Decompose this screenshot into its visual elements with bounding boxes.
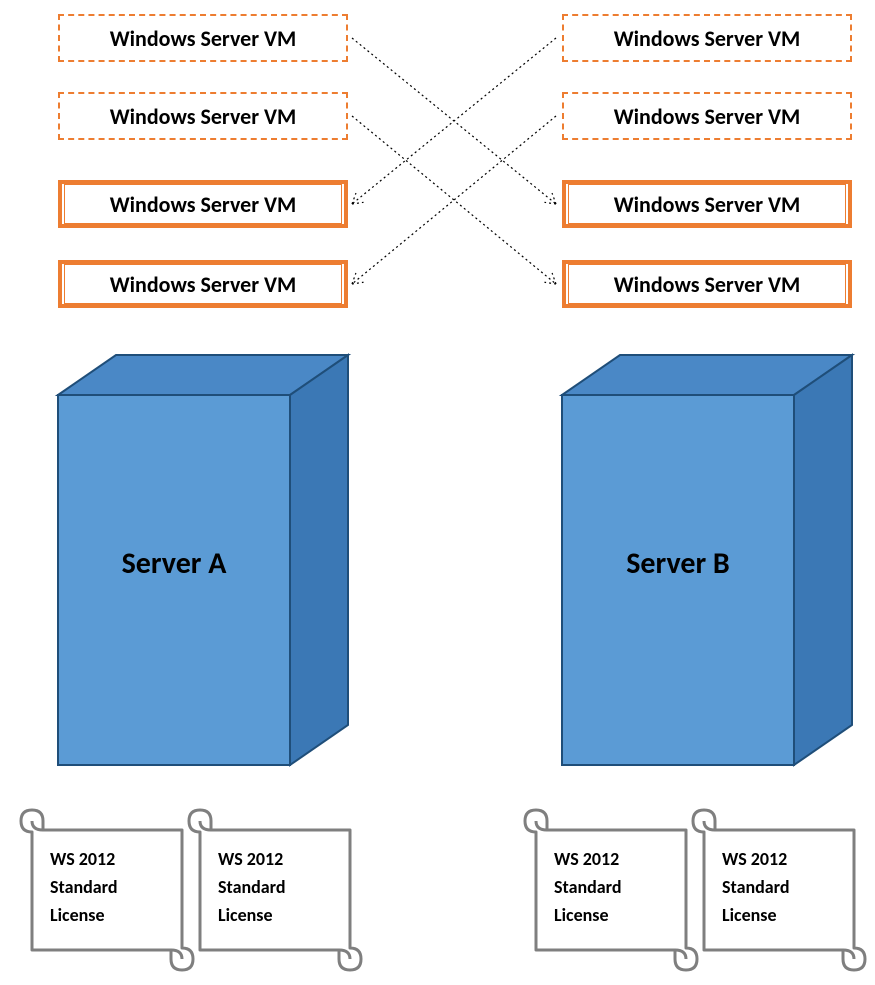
license-line: License <box>722 902 790 930</box>
license-line: Standard <box>554 874 622 902</box>
vm-box: Windows Server VM <box>562 14 852 62</box>
vm-box: Windows Server VM <box>58 14 348 62</box>
diagram-svg <box>0 0 875 985</box>
license-line: License <box>554 902 622 930</box>
license-line: WS 2012 <box>554 846 622 874</box>
license-line: Standard <box>722 874 790 902</box>
license-label: WS 2012StandardLicense <box>50 846 118 930</box>
vm-box: Windows Server VM <box>58 92 348 140</box>
vm-box: Windows Server VM <box>562 180 852 228</box>
vm-label: Windows Server VM <box>614 25 801 52</box>
vm-label: Windows Server VM <box>110 191 297 218</box>
vm-box-inner: Windows Server VM <box>64 264 342 304</box>
vm-box: Windows Server VM <box>58 260 348 308</box>
vm-label: Windows Server VM <box>110 103 297 130</box>
license-line: License <box>218 902 286 930</box>
license-line: Standard <box>50 874 118 902</box>
vm-box-inner: Windows Server VM <box>568 264 846 304</box>
vm-label: Windows Server VM <box>614 271 801 298</box>
vm-label: Windows Server VM <box>614 103 801 130</box>
vm-label: Windows Server VM <box>614 191 801 218</box>
vm-label: Windows Server VM <box>110 271 297 298</box>
license-label: WS 2012StandardLicense <box>722 846 790 930</box>
vm-label: Windows Server VM <box>110 25 297 52</box>
server-label: Server B <box>562 545 794 582</box>
license-line: License <box>50 902 118 930</box>
vm-box: Windows Server VM <box>58 180 348 228</box>
vm-box-inner: Windows Server VM <box>568 184 846 224</box>
license-label: WS 2012StandardLicense <box>554 846 622 930</box>
vm-box: Windows Server VM <box>562 92 852 140</box>
license-line: WS 2012 <box>722 846 790 874</box>
vm-box-inner: Windows Server VM <box>64 184 342 224</box>
license-label: WS 2012StandardLicense <box>218 846 286 930</box>
license-line: WS 2012 <box>218 846 286 874</box>
server-label: Server A <box>58 545 290 582</box>
vm-box: Windows Server VM <box>562 260 852 308</box>
license-line: WS 2012 <box>50 846 118 874</box>
license-line: Standard <box>218 874 286 902</box>
